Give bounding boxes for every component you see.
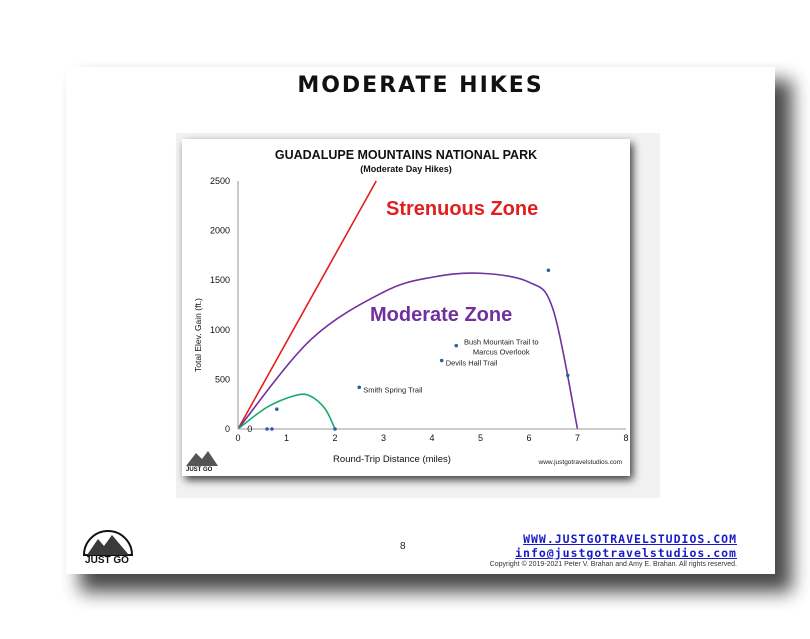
hike-point-label: Marcus Overlook <box>473 348 530 357</box>
hike-point <box>439 358 444 363</box>
page-title: MODERATE HIKES <box>297 73 544 98</box>
x-tick-label: 7 <box>575 433 580 443</box>
email-link[interactable]: info@justgotravelstudios.com <box>515 546 737 560</box>
x-tick-label: 0 <box>235 433 240 443</box>
page-number: 8 <box>400 541 406 552</box>
slide-page: MODERATE HIKES 0 1 2 3 4 5 6 7 8 0 500 1000 1500 2000… <box>66 67 775 574</box>
chart-axes: 0 1 2 3 4 5 6 7 8 0 500 1000 1500 2000 2500 <box>210 176 629 443</box>
x-tick-label: 8 <box>623 433 628 443</box>
hike-point-label: Bush Mountain Trail to <box>464 338 539 347</box>
hike-point <box>275 407 279 411</box>
copyright-text: Copyright © 2019-2021 Peter V. Brahan an… <box>489 561 737 568</box>
y-tick-label: 500 <box>215 374 230 384</box>
chart-title: GUADALUPE MOUNTAINS NATIONAL PARK <box>275 148 537 162</box>
website-link[interactable]: WWW.JUSTGOTRAVELSTUDIOS.COM <box>523 532 737 546</box>
brand-logo: JUST GO <box>82 530 134 566</box>
y-tick-label: 1500 <box>210 275 230 285</box>
x-tick-label: 1 <box>284 433 289 443</box>
hike-point <box>357 385 362 390</box>
chart-logo-text: JUST GO <box>186 467 213 473</box>
chart-panel: 0 1 2 3 4 5 6 7 8 0 500 1000 1500 2000 2500 Smith Spri… <box>176 133 660 498</box>
hike-point-label: Devils Hall Trail <box>446 359 498 368</box>
chart-subtitle: (Moderate Day Hikes) <box>360 164 452 174</box>
hike-point <box>265 427 269 431</box>
easy-zone-curve <box>237 393 336 430</box>
x-tick-label: 4 <box>429 433 434 443</box>
chart-svg: 0 1 2 3 4 5 6 7 8 0 500 1000 1500 2000 2500 Smith Spri… <box>186 148 629 473</box>
hike-point <box>333 427 337 431</box>
watermark: www.justgotravelstudios.com <box>538 459 622 466</box>
x-tick-label: 2 <box>332 433 337 443</box>
zone-curves <box>237 180 579 430</box>
y-tick-label: 1000 <box>210 325 230 335</box>
footer-links: WWW.JUSTGOTRAVELSTUDIOS.COM info@justgot… <box>490 532 737 568</box>
y-axis-label: Total Elev. Gain (ft.) <box>193 298 203 372</box>
logo-text: JUST GO <box>85 555 129 566</box>
x-axis-label: Round-Trip Distance (miles) <box>333 454 451 465</box>
moderate-zone-label: Moderate Zone <box>370 304 512 326</box>
chart-frame: 0 1 2 3 4 5 6 7 8 0 500 1000 1500 2000 2500 Smith Spri… <box>182 139 630 476</box>
x-tick-label: 3 <box>381 433 386 443</box>
hike-point <box>546 268 551 273</box>
moderate-zone-curve <box>237 272 579 430</box>
hike-point <box>454 343 459 348</box>
hike-point-label: Smith Spring Trail <box>363 385 423 394</box>
chart-logo: JUST GO <box>186 451 218 473</box>
y-tick-label: 0 <box>225 424 230 434</box>
strenuous-zone-label: Strenuous Zone <box>386 198 538 220</box>
x-tick-label: 5 <box>478 433 483 443</box>
y-tick-label: 2500 <box>210 176 230 186</box>
strenuous-boundary-line <box>237 180 377 430</box>
x-tick-label: 6 <box>526 433 531 443</box>
hike-point <box>566 373 570 378</box>
data-label: 0 <box>247 424 252 434</box>
data-points: Smith Spring Trail Devils Hall Trail Bush … <box>247 268 570 434</box>
hike-point <box>270 427 274 431</box>
y-tick-label: 2000 <box>210 226 230 236</box>
